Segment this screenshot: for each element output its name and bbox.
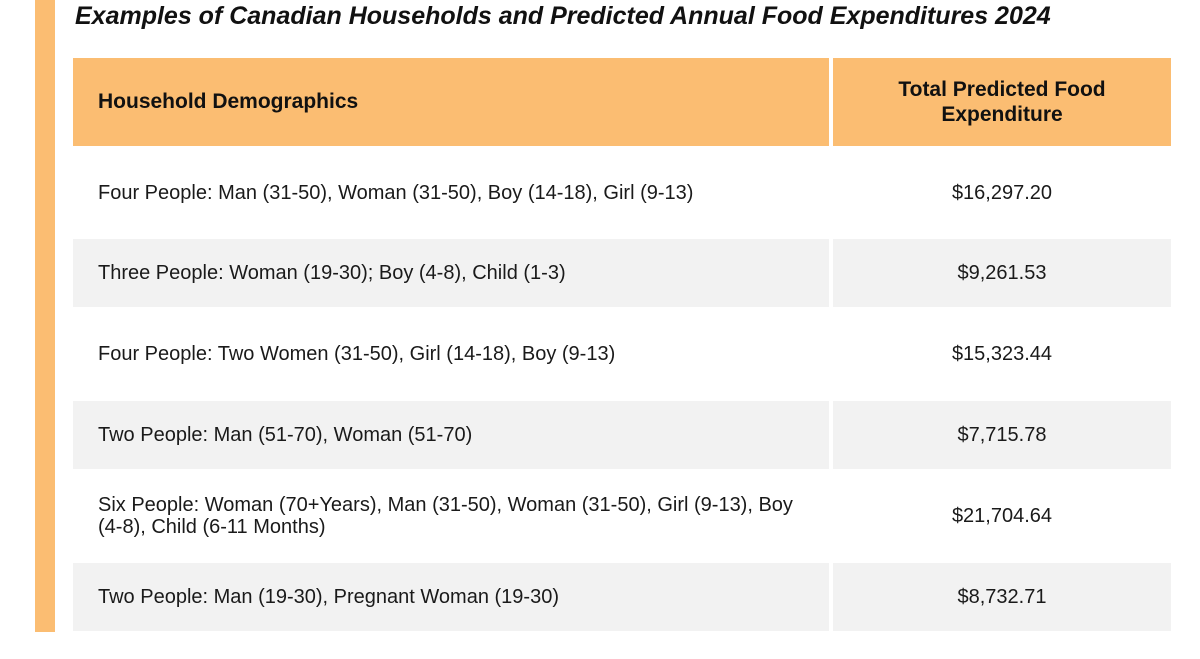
total-expenditure-cell: $7,715.78 — [833, 401, 1171, 469]
household-demographics-cell: Six People: Woman (70+Years), Man (31-50… — [73, 469, 829, 563]
household-demographics-cell: Four People: Two Women (31-50), Girl (14… — [73, 307, 829, 401]
table-header-row: Household Demographics Total Predicted F… — [73, 58, 1171, 146]
table-row: Three People: Woman (19-30); Boy (4-8), … — [73, 239, 1171, 307]
food-expenditure-table: Household Demographics Total Predicted F… — [69, 58, 1175, 631]
total-expenditure-cell: $21,704.64 — [833, 469, 1171, 563]
total-expenditure-cell: $8,732.71 — [833, 563, 1171, 631]
accent-bar — [35, 0, 55, 632]
household-demographics-cell: Two People: Man (19-30), Pregnant Woman … — [73, 563, 829, 631]
total-expenditure-cell: $9,261.53 — [833, 239, 1171, 307]
header-total-expenditure: Total Predicted Food Expenditure — [833, 58, 1171, 146]
total-expenditure-cell: $16,297.20 — [833, 146, 1171, 239]
table-row: Two People: Man (19-30), Pregnant Woman … — [73, 563, 1171, 631]
table-row: Four People: Two Women (31-50), Girl (14… — [73, 307, 1171, 401]
total-expenditure-cell: $15,323.44 — [833, 307, 1171, 401]
page-title: Examples of Canadian Households and Pred… — [75, 2, 1051, 30]
household-demographics-cell: Three People: Woman (19-30); Boy (4-8), … — [73, 239, 829, 307]
table-row: Six People: Woman (70+Years), Man (31-50… — [73, 469, 1171, 563]
header-household-demographics: Household Demographics — [73, 58, 829, 146]
household-demographics-cell: Two People: Man (51-70), Woman (51-70) — [73, 401, 829, 469]
table-row: Two People: Man (51-70), Woman (51-70) $… — [73, 401, 1171, 469]
table-row: Four People: Man (31-50), Woman (31-50),… — [73, 146, 1171, 239]
household-demographics-cell: Four People: Man (31-50), Woman (31-50),… — [73, 146, 829, 239]
